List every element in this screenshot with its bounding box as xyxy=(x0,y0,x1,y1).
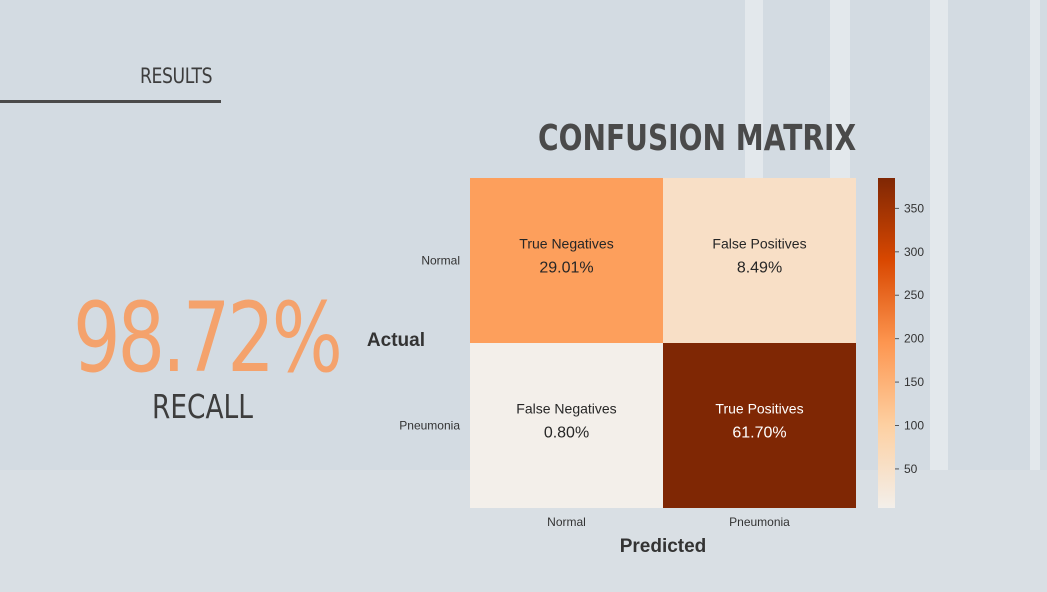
colorbar-ticks: 50 100 150 200 250 300 350 xyxy=(895,201,924,476)
heatmap-axes: Normal Pneumonia Normal Pneumonia Predicted A… xyxy=(367,254,790,558)
background-stripe xyxy=(1030,0,1040,470)
recall-value: 98.72% xyxy=(73,282,343,394)
y-tick-label: Pneumonia xyxy=(399,419,460,433)
y-axis-label: Actual xyxy=(367,330,425,351)
colorbar-tick-label: 300 xyxy=(904,245,924,259)
colorbar-tick-label: 250 xyxy=(904,288,924,302)
cell-label: True Positives xyxy=(715,401,803,417)
chart-title: CONFUSION MATRIX xyxy=(538,118,857,159)
colorbar-tick-label: 150 xyxy=(904,375,924,389)
cell-percent: 29.01% xyxy=(539,260,593,277)
cell-label: False Negatives xyxy=(516,401,616,417)
section-label: RESULTS xyxy=(140,64,213,88)
cell-percent: 61.70% xyxy=(732,425,786,442)
cell-label: True Negatives xyxy=(519,236,613,252)
x-tick-label: Normal xyxy=(547,515,586,529)
colorbar-tick-label: 350 xyxy=(904,201,924,215)
heatmap-cell xyxy=(470,178,663,343)
colorbar-tick-label: 100 xyxy=(904,419,924,433)
x-tick-label: Pneumonia xyxy=(729,515,790,529)
heatmap-cell xyxy=(663,343,856,508)
colorbar-tick-label: 50 xyxy=(904,462,918,476)
x-axis-label: Predicted xyxy=(620,536,707,557)
cell-label: False Positives xyxy=(712,236,806,252)
heatmap-cell-labels: True Negatives 29.01% False Positives 8.49%… xyxy=(516,236,806,442)
cell-percent: 0.80% xyxy=(544,425,589,442)
background-stripe xyxy=(930,0,948,470)
section-rule xyxy=(0,100,221,103)
y-tick-label: Normal xyxy=(421,254,460,268)
heatmap-cell xyxy=(663,178,856,343)
heatmap-cells xyxy=(470,178,856,508)
heatmap-cell xyxy=(470,343,663,508)
colorbar-tick-label: 200 xyxy=(904,332,924,346)
recall-label: RECALL xyxy=(152,387,253,426)
colorbar xyxy=(878,178,895,508)
cell-percent: 8.49% xyxy=(737,260,782,277)
